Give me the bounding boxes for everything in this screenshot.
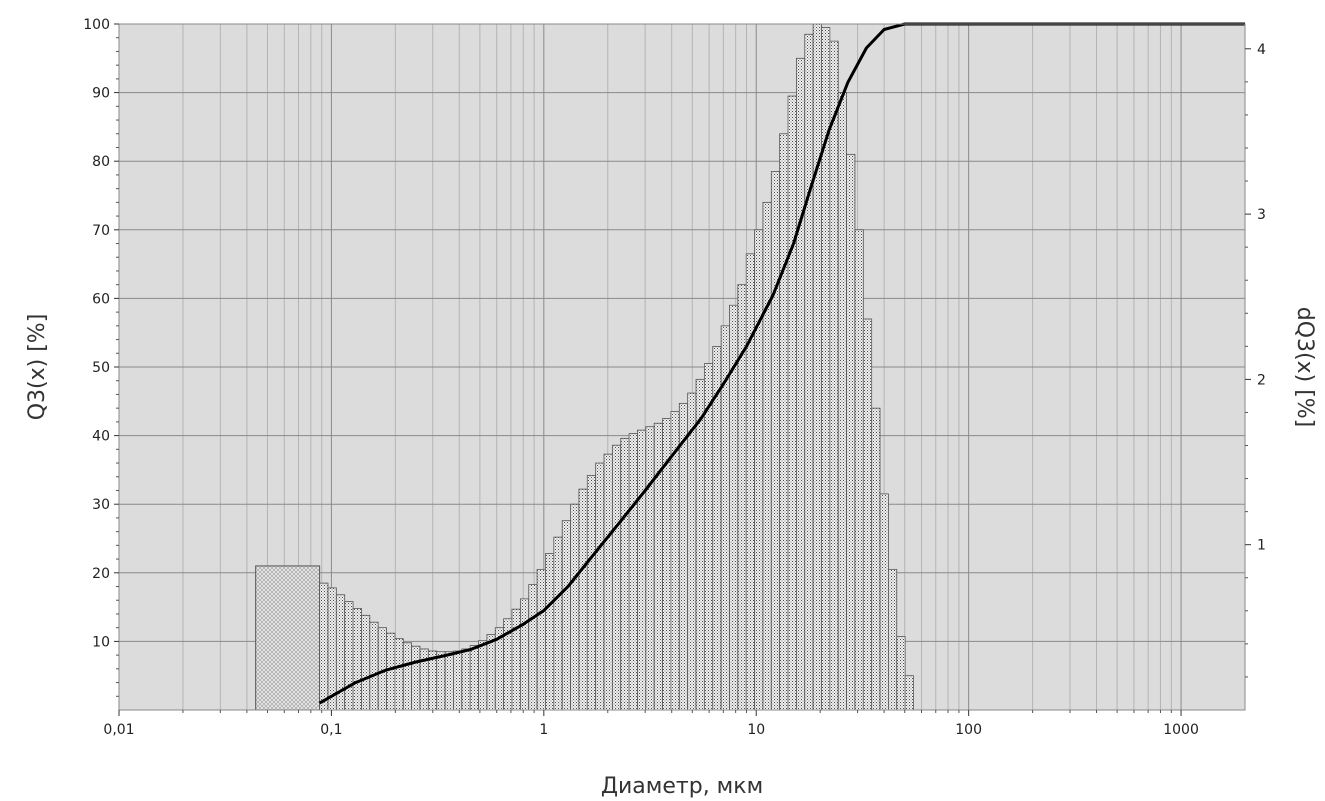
- histogram-bar: [854, 229, 864, 711]
- x-tick-label: 1: [539, 722, 548, 738]
- histogram-bar: [787, 95, 797, 711]
- histogram-bar: [770, 171, 781, 711]
- cumulative-curve: [318, 22, 1245, 705]
- y-left-tick-label: 40: [92, 429, 110, 445]
- histogram-bar: [653, 422, 663, 711]
- histogram-bar: [862, 318, 873, 711]
- histogram-bar: [637, 429, 647, 711]
- histogram-bar: [687, 392, 697, 711]
- histogram-bar: [703, 363, 714, 711]
- histogram-bar: [453, 650, 463, 711]
- histogram-bar: [402, 642, 413, 711]
- histogram-bar: [846, 153, 856, 711]
- histogram-bar: [837, 92, 847, 711]
- histogram-bar: [812, 23, 822, 711]
- histogram-bar: [469, 645, 479, 711]
- x-tick-label: 100: [955, 722, 982, 738]
- histogram-bars: [255, 23, 914, 711]
- histogram-bar: [361, 614, 371, 711]
- y-right-tick-label: 2: [1257, 372, 1266, 388]
- histogram-bar: [319, 582, 329, 711]
- histogram-bar: [352, 608, 362, 711]
- histogram-bar: [879, 493, 889, 711]
- histogram-bar: [519, 598, 530, 711]
- histogram-bar: [779, 133, 789, 711]
- y-left-tick-label: 100: [83, 17, 110, 33]
- histogram-bar: [896, 636, 906, 711]
- x-axis-title: Диаметр, мкм: [601, 774, 763, 799]
- y-left-tick-label: 20: [92, 566, 110, 582]
- y-left-tick-label: 60: [92, 291, 110, 307]
- histogram-bar: [327, 587, 337, 711]
- histogram-bar: [561, 520, 571, 711]
- y-right-tick-label: 4: [1257, 42, 1266, 58]
- cumulative-line: [318, 22, 1245, 705]
- histogram-bar: [511, 608, 521, 711]
- y-left-tick-label: 70: [92, 223, 110, 239]
- histogram-bar: [553, 536, 563, 711]
- histogram-bar: [645, 426, 655, 711]
- histogram-bar: [595, 462, 605, 711]
- histogram-bar: [603, 453, 613, 711]
- x-tick-label: 0,01: [103, 722, 134, 738]
- histogram-bar: [804, 33, 814, 711]
- x-tick-label: 10: [747, 722, 765, 738]
- histogram-bar: [904, 675, 914, 711]
- histogram-bar: [611, 444, 622, 711]
- histogram-bar: [888, 568, 898, 711]
- histogram-bar: [528, 584, 538, 711]
- histogram-bar: [344, 601, 354, 711]
- y-left-tick-label: 50: [92, 360, 110, 376]
- histogram-bar: [795, 57, 806, 711]
- axes: 0,01 0,1 1 10 100 1000 10 20 30 40 50 60 70 80 90 100 1 2…: [83, 17, 1266, 738]
- histogram-bar: [578, 488, 588, 711]
- histogram-bar: [695, 378, 705, 711]
- y-left-tick-label: 30: [92, 497, 110, 513]
- histogram-bar: [745, 253, 755, 711]
- histogram-bar: [678, 402, 689, 711]
- histogram-bar: [436, 651, 446, 711]
- y-left-tick-label: 80: [92, 154, 110, 170]
- y-left-axis-title: Q3(x) [%]: [25, 314, 50, 421]
- y-right-axis-title: dQ3(x) [%]: [1292, 307, 1317, 428]
- y-right-tick-label: 1: [1257, 538, 1266, 554]
- histogram-bar: [444, 651, 454, 711]
- histogram-bar: [486, 634, 496, 711]
- x-tick-label: 0,1: [320, 722, 342, 738]
- histogram-bar: [386, 632, 396, 711]
- histogram-bar: [394, 638, 404, 711]
- histogram-bar: [411, 645, 421, 711]
- histogram-bar: [570, 503, 580, 711]
- histogram-bar: [545, 553, 555, 711]
- histogram-bar: [762, 201, 772, 711]
- histogram-bar: [620, 437, 630, 711]
- histogram-bar: [478, 640, 488, 711]
- histogram-bar: [586, 474, 597, 711]
- x-tick-label: 1000: [1163, 722, 1199, 738]
- y-right-tick-label: 3: [1257, 207, 1266, 223]
- histogram-bar: [754, 229, 764, 711]
- y-left-tick-label: 10: [92, 634, 110, 650]
- histogram-bar: [536, 568, 546, 711]
- histogram-bar: [461, 648, 471, 711]
- histogram-bar: [255, 565, 321, 711]
- histogram-bar: [628, 433, 638, 711]
- histogram-bar: [871, 407, 881, 711]
- histogram-bar: [829, 40, 839, 711]
- y-left-tick-label: 90: [92, 86, 110, 102]
- histogram-bar: [369, 621, 379, 711]
